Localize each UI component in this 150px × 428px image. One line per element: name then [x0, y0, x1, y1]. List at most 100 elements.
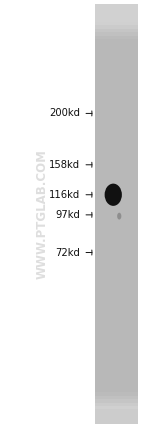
Bar	[94, 256, 138, 259]
Bar	[94, 106, 138, 109]
Bar	[94, 25, 138, 29]
Bar	[94, 280, 138, 284]
Bar	[94, 29, 138, 32]
Bar	[94, 224, 138, 228]
Bar	[94, 284, 138, 288]
Bar	[94, 315, 138, 319]
Bar	[94, 64, 138, 67]
Bar	[94, 305, 138, 308]
Bar	[94, 81, 138, 85]
Bar	[94, 417, 138, 420]
Bar	[94, 409, 138, 424]
Bar	[94, 127, 138, 130]
Bar	[94, 364, 138, 368]
Bar	[94, 134, 138, 137]
Bar	[94, 175, 138, 179]
Bar	[94, 78, 138, 81]
Bar	[94, 4, 138, 8]
Bar	[94, 228, 138, 232]
Bar	[94, 200, 138, 204]
Bar	[94, 253, 138, 256]
Bar	[94, 158, 138, 162]
Bar	[94, 330, 138, 333]
Bar	[94, 53, 138, 57]
Bar	[94, 382, 138, 385]
Bar	[94, 190, 138, 193]
Bar	[94, 123, 138, 127]
Bar	[94, 246, 138, 249]
Bar	[94, 259, 138, 263]
Bar	[94, 113, 138, 116]
Bar	[94, 130, 138, 134]
Bar	[94, 85, 138, 88]
Bar	[94, 410, 138, 413]
Bar	[94, 92, 138, 95]
Bar	[94, 22, 138, 25]
Bar	[94, 186, 138, 190]
Bar	[94, 165, 138, 169]
Bar	[94, 249, 138, 253]
Bar	[94, 204, 138, 207]
Bar	[94, 288, 138, 291]
Bar	[94, 385, 138, 389]
Bar	[94, 74, 138, 78]
Bar	[94, 214, 138, 217]
Bar	[94, 99, 138, 102]
Bar	[94, 392, 138, 396]
Bar	[94, 403, 138, 406]
Text: 116kd: 116kd	[49, 190, 80, 200]
Bar	[94, 270, 138, 273]
Bar	[94, 396, 138, 399]
Bar	[94, 406, 138, 410]
Bar	[94, 183, 138, 186]
Bar	[94, 211, 138, 214]
Text: 97kd: 97kd	[55, 210, 80, 220]
Bar	[94, 50, 138, 53]
Bar	[94, 141, 138, 144]
Bar	[94, 277, 138, 280]
Bar	[94, 169, 138, 172]
Bar	[94, 242, 138, 246]
Bar	[94, 322, 138, 326]
Bar	[94, 273, 138, 277]
Bar	[94, 238, 138, 242]
Bar	[94, 46, 138, 50]
Bar	[94, 57, 138, 60]
Bar	[94, 301, 138, 305]
Bar	[94, 109, 138, 113]
Bar	[94, 336, 138, 340]
Bar	[94, 71, 138, 74]
Ellipse shape	[117, 213, 121, 220]
Text: WWW.PTGLAB.COM: WWW.PTGLAB.COM	[36, 149, 48, 279]
Bar	[94, 420, 138, 424]
Text: 72kd: 72kd	[55, 247, 80, 258]
Bar	[94, 319, 138, 322]
Bar	[94, 88, 138, 92]
Ellipse shape	[105, 184, 122, 206]
Bar	[94, 312, 138, 315]
Text: 200kd: 200kd	[49, 108, 80, 119]
Bar	[94, 36, 138, 39]
Bar	[94, 266, 138, 270]
Bar	[94, 119, 138, 123]
Bar	[94, 179, 138, 183]
Bar	[94, 11, 138, 15]
Bar	[94, 193, 138, 196]
Bar	[94, 294, 138, 298]
Bar	[94, 298, 138, 301]
Bar	[94, 232, 138, 235]
Bar	[94, 8, 138, 11]
Bar	[94, 162, 138, 165]
Bar	[94, 350, 138, 354]
Bar	[94, 207, 138, 211]
Bar	[94, 217, 138, 221]
Bar	[94, 378, 138, 382]
Bar	[94, 389, 138, 392]
Bar	[94, 375, 138, 378]
Bar	[94, 39, 138, 43]
Bar	[94, 354, 138, 357]
Bar	[94, 309, 138, 312]
Bar	[94, 137, 138, 141]
Bar	[94, 347, 138, 351]
Bar	[94, 67, 138, 71]
